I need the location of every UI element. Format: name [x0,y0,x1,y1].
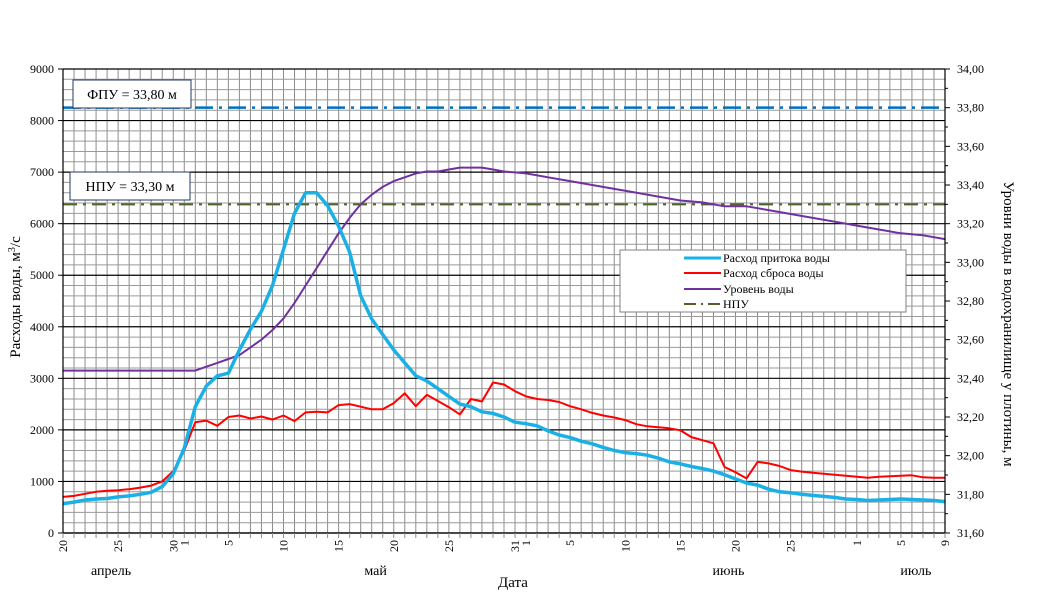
x-tick-label: 25 [111,540,125,552]
month-label: апрель [91,564,131,579]
npu-annotation: НПУ = 33,30 м [70,172,190,200]
right-tick-label: 32,00 [957,449,984,463]
left-tick-label: 7000 [30,165,54,179]
x-tick-label: 10 [277,540,291,552]
right-tick-label: 33,40 [957,178,984,192]
x-tick-label: 5 [894,540,908,546]
x-tick-label: 5 [563,540,577,546]
x-tick-label: 15 [332,540,346,552]
x-tick-label: 25 [784,540,798,552]
left-tick-label: 4000 [30,320,54,334]
fpu-label: ФПУ = 33,80 м [87,88,177,103]
left-tick-label: 0 [48,526,54,540]
x-tick-label: 20 [387,540,401,552]
x-tick-label: 1 [519,540,533,546]
left-tick-label: 2000 [30,423,54,437]
left-tick-labels: 0 1000 2000 3000 4000 5000 6000 7000 8000 9000 [30,62,63,540]
x-tick-label: 15 [673,540,687,552]
right-tick-label: 33,80 [957,101,984,115]
right-tick-label: 31,80 [957,487,984,501]
fpu-annotation: ФПУ = 33,80 м [73,80,191,108]
right-axis-title: Уровни воды в водохранилище у плотины, м [1000,181,1016,467]
left-tick-label: 6000 [30,217,54,231]
x-tick-label: 25 [442,540,456,552]
right-tick-label: 33,00 [957,255,984,269]
legend-label-npu: НПУ [723,297,749,311]
left-tick-label: 5000 [30,268,54,282]
month-label: июнь [713,564,745,579]
left-tick-label: 3000 [30,371,54,385]
right-tick-label: 33,60 [957,139,984,153]
right-tick-label: 31,60 [957,526,984,540]
x-tick-label: 1 [850,540,864,546]
left-tick-label: 9000 [30,62,54,76]
month-label: июль [900,564,931,579]
right-tick-labels: 31,60 31,80 32,00 32,20 32,40 32,60 32,80 33,00… [945,62,984,540]
right-tick-label: 32,40 [957,371,984,385]
x-tick-label: 1 [177,540,191,546]
month-label: май [364,564,387,579]
legend-label-inflow: Расход притока воды [723,251,830,265]
x-tick-label: 20 [729,540,743,552]
left-tick-label: 1000 [30,474,54,488]
right-tick-label: 34,00 [957,62,984,76]
left-tick-label: 8000 [30,114,54,128]
x-axis-title: Дата [498,575,528,591]
right-tick-label: 32,80 [957,294,984,308]
legend-label-level: Уровень воды [723,282,794,296]
x-tick-label: 10 [618,540,632,552]
right-tick-label: 32,20 [957,410,984,424]
legend-label-outflow: Расход сброса воды [723,266,824,280]
npu-label: НПУ = 33,30 м [86,180,175,195]
left-axis-title: Расходы воды, м3/с [7,236,25,358]
x-tick-label: 9 [938,540,952,546]
right-tick-label: 33,20 [957,217,984,231]
legend: Расход притока воды Расход сброса воды У… [620,250,906,312]
right-tick-label: 32,60 [957,333,984,347]
x-tick-label: 20 [56,540,70,552]
x-tick-label: 5 [221,540,235,546]
